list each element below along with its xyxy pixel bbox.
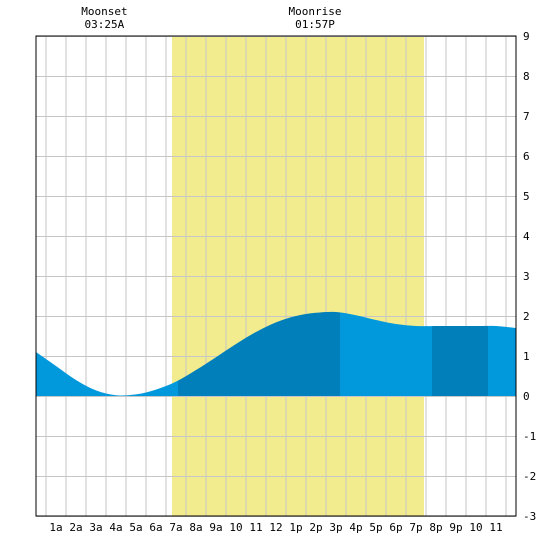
y-tick-labels: 9 8 7 6 5 4 3 2 1 0 -1 -2 -3 bbox=[523, 30, 536, 523]
y-tick-label: 1 bbox=[523, 350, 530, 363]
x-tick-label: 11 bbox=[249, 521, 262, 534]
moon-event-time: 01:57P bbox=[295, 18, 335, 31]
x-tick-label: 8p bbox=[429, 521, 442, 534]
grid-layer bbox=[36, 36, 516, 517]
moon-event-label: Moonrise bbox=[289, 5, 342, 18]
x-tick-label: 4a bbox=[109, 521, 122, 534]
x-tick-label: 12 bbox=[269, 521, 282, 534]
x-tick-label: 9a bbox=[209, 521, 222, 534]
x-tick-label: 3a bbox=[89, 521, 102, 534]
x-tick-label: 5p bbox=[369, 521, 382, 534]
y-tick-label: -1 bbox=[523, 430, 536, 443]
y-tick-label: -3 bbox=[523, 510, 536, 523]
x-tick-label: 11 bbox=[489, 521, 502, 534]
x-tick-label: 10 bbox=[229, 521, 242, 534]
y-tick-label: 2 bbox=[523, 310, 530, 323]
moon-event-time: 03:25A bbox=[85, 18, 125, 31]
x-tick-label: 6a bbox=[149, 521, 162, 534]
y-tick-label: 4 bbox=[523, 230, 530, 243]
x-tick-label: 8a bbox=[189, 521, 202, 534]
moon-event-label: Moonset bbox=[81, 5, 127, 18]
y-tick-label: 5 bbox=[523, 190, 530, 203]
y-tick-label: 8 bbox=[523, 70, 530, 83]
x-tick-label: 10 bbox=[469, 521, 482, 534]
x-tick-label: 5a bbox=[129, 521, 142, 534]
x-tick-label: 7p bbox=[409, 521, 422, 534]
x-tick-label: 1p bbox=[289, 521, 302, 534]
x-tick-labels: 1a 2a 3a 4a 5a 6a 7a 8a 9a 10 11 12 1p 2p 3p 4p 5p 6p 7p 8p… bbox=[49, 521, 502, 534]
y-tick-label: -2 bbox=[523, 470, 536, 483]
y-tick-label: 6 bbox=[523, 150, 530, 163]
x-tick-label: 2a bbox=[69, 521, 82, 534]
x-tick-label: 6p bbox=[389, 521, 402, 534]
x-tick-label: 3p bbox=[329, 521, 342, 534]
x-tick-label: 2p bbox=[309, 521, 322, 534]
y-tick-label: 7 bbox=[523, 110, 530, 123]
x-tick-label: 1a bbox=[49, 521, 62, 534]
plot-frame bbox=[35, 35, 517, 517]
y-tick-label: 9 bbox=[523, 30, 530, 43]
x-tick-label: 4p bbox=[349, 521, 362, 534]
y-tick-label: 3 bbox=[523, 270, 530, 283]
x-tick-label: 9p bbox=[449, 521, 462, 534]
y-tick-label: 0 bbox=[523, 390, 530, 403]
x-tick-label: 7a bbox=[169, 521, 182, 534]
